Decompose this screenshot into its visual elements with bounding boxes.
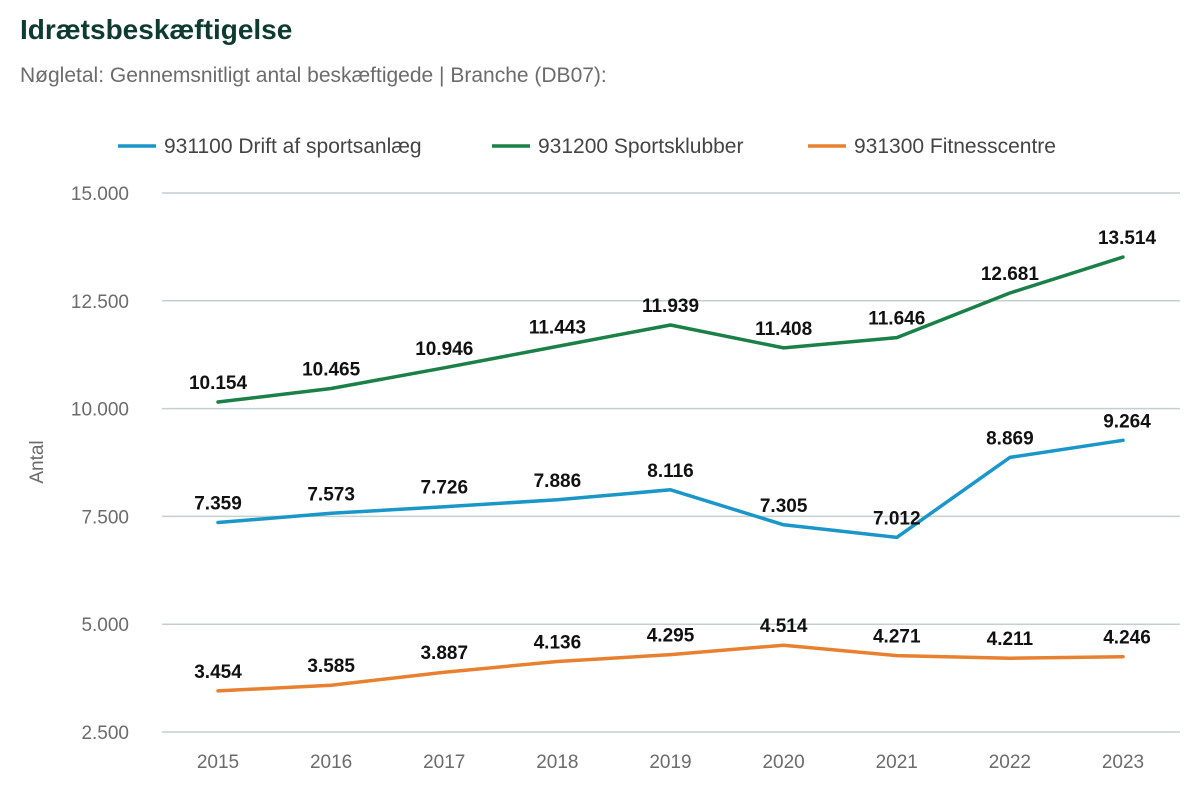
data-label: 8.116	[647, 461, 694, 482]
x-tick-label: 2022	[989, 752, 1031, 773]
data-label: 9.264	[1103, 411, 1151, 432]
x-tick-label: 2021	[876, 752, 918, 773]
x-tick-label: 2015	[197, 752, 239, 773]
data-label: 10.946	[415, 339, 473, 360]
y-tick-label: 2.500	[81, 723, 129, 744]
data-label: 7.359	[194, 493, 242, 514]
x-tick-label: 2016	[310, 752, 352, 773]
x-tick-label: 2020	[762, 752, 804, 773]
x-tick-label: 2018	[536, 752, 578, 773]
data-label: 7.886	[534, 471, 582, 492]
data-label: 13.514	[1098, 228, 1157, 249]
data-label: 11.939	[642, 296, 699, 317]
x-tick-label: 2017	[423, 752, 465, 773]
data-label: 11.443	[529, 317, 586, 338]
data-label: 7.726	[420, 478, 468, 499]
series-line-1	[216, 438, 1125, 540]
series-line-3	[216, 643, 1125, 693]
data-label: 7.012	[873, 508, 921, 529]
data-label: 4.271	[873, 627, 921, 648]
data-label: 3.887	[420, 643, 468, 664]
data-label: 7.573	[307, 484, 355, 505]
y-axis-label: Antal	[27, 440, 48, 483]
legend-label: 931200 Sportsklubber	[538, 135, 743, 158]
chart-title: Idrætsbeskæftigelse	[20, 14, 293, 45]
x-tick-label: 2019	[649, 752, 691, 773]
data-label: 11.646	[868, 309, 925, 330]
legend-label: 931100 Drift af sportsanlæg	[164, 135, 422, 158]
data-label: 3.454	[194, 662, 242, 683]
y-tick-label: 7.500	[81, 507, 129, 528]
data-label: 11.408	[755, 319, 812, 340]
data-label: 10.154	[189, 373, 248, 394]
data-label: 4.514	[760, 616, 808, 637]
data-label: 10.465	[302, 360, 361, 381]
data-label: 4.136	[534, 632, 582, 653]
data-label: 4.211	[987, 629, 1034, 650]
y-tick-label: 10.000	[71, 400, 129, 421]
series-line-2	[216, 255, 1125, 404]
x-tick-label: 2023	[1102, 752, 1144, 773]
data-label: 8.869	[986, 428, 1034, 449]
data-label: 3.585	[307, 656, 355, 677]
data-label: 4.295	[647, 626, 695, 647]
data-label: 4.246	[1103, 628, 1151, 649]
legend-label: 931300 Fitnesscentre	[854, 135, 1056, 158]
data-label: 12.681	[981, 264, 1040, 285]
y-tick-label: 12.500	[71, 292, 129, 313]
data-label: 7.305	[760, 496, 808, 517]
chart-subtitle: Nøgletal: Gennemsnitligt antal beskæftig…	[20, 64, 607, 87]
y-tick-label: 15.000	[71, 184, 129, 205]
y-tick-label: 5.000	[81, 615, 129, 636]
